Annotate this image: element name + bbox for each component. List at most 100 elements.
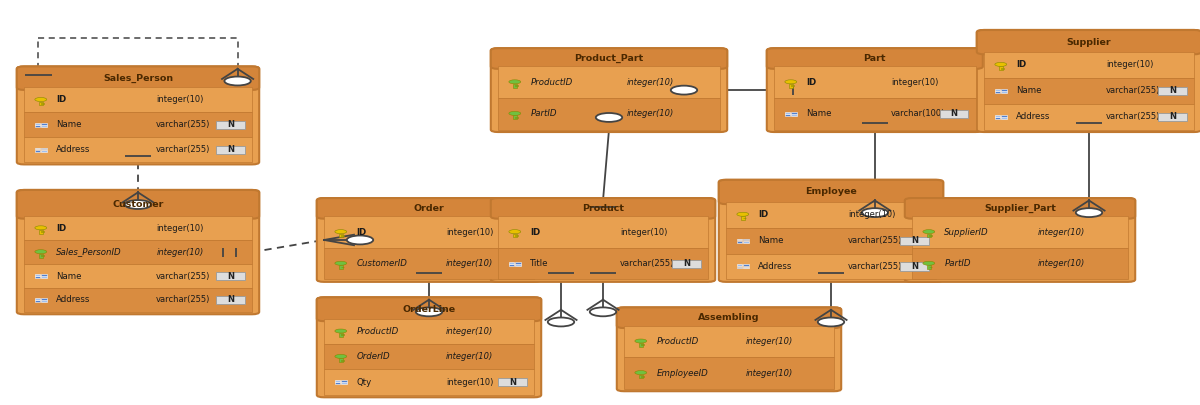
Circle shape	[862, 208, 888, 217]
Text: OrderLine: OrderLine	[402, 305, 456, 314]
FancyBboxPatch shape	[17, 190, 259, 314]
Text: Customer: Customer	[113, 200, 163, 209]
Text: Employee: Employee	[805, 188, 857, 196]
Text: ProductID: ProductID	[656, 337, 698, 346]
Bar	[984, 52, 1194, 78]
Text: ProductID: ProductID	[530, 78, 572, 87]
Bar	[930, 266, 932, 267]
Bar	[515, 264, 521, 266]
Circle shape	[737, 212, 749, 216]
Text: integer(10): integer(10)	[156, 247, 204, 257]
Text: Address: Address	[56, 295, 91, 305]
Bar	[41, 274, 47, 276]
Circle shape	[671, 85, 697, 94]
Text: ID: ID	[758, 210, 769, 219]
Bar	[35, 150, 41, 151]
Bar	[1158, 113, 1187, 121]
Bar	[324, 369, 534, 395]
Bar	[341, 382, 347, 384]
Bar	[515, 262, 521, 264]
Bar	[335, 382, 341, 384]
Bar	[512, 115, 517, 119]
Text: varchar(255): varchar(255)	[1106, 86, 1160, 95]
Bar	[42, 103, 44, 104]
Circle shape	[347, 236, 373, 245]
Bar	[791, 112, 797, 114]
Bar	[512, 84, 517, 87]
Text: integer(10): integer(10)	[626, 109, 674, 118]
Bar	[737, 266, 743, 269]
Text: Part: Part	[864, 54, 886, 63]
Bar	[509, 264, 515, 266]
Text: Name: Name	[806, 109, 832, 118]
Text: integer(10): integer(10)	[619, 228, 667, 237]
FancyBboxPatch shape	[491, 198, 715, 282]
Bar	[341, 380, 347, 382]
FancyBboxPatch shape	[719, 180, 943, 204]
FancyBboxPatch shape	[491, 198, 715, 219]
Bar	[498, 98, 720, 130]
Bar	[791, 114, 797, 116]
Text: Address: Address	[56, 145, 91, 154]
FancyBboxPatch shape	[17, 66, 259, 90]
Text: N: N	[950, 109, 958, 118]
Text: integer(10): integer(10)	[1106, 60, 1153, 69]
Bar	[41, 300, 47, 302]
Bar	[338, 234, 343, 237]
Bar	[624, 357, 834, 389]
Bar	[498, 378, 527, 386]
Bar	[324, 344, 534, 369]
Bar	[642, 376, 644, 377]
Bar	[338, 265, 343, 269]
Bar	[1158, 87, 1187, 95]
Bar	[900, 237, 929, 245]
Text: integer(10): integer(10)	[156, 224, 204, 233]
Bar	[642, 344, 644, 345]
Bar	[41, 276, 47, 278]
Bar	[737, 241, 743, 243]
Text: integer(10): integer(10)	[626, 78, 674, 87]
Text: N: N	[911, 262, 918, 271]
Text: integer(10): integer(10)	[446, 352, 493, 361]
FancyBboxPatch shape	[617, 307, 841, 328]
Bar	[42, 255, 44, 256]
Bar	[930, 235, 932, 236]
Bar	[743, 264, 749, 266]
Text: Address: Address	[1016, 112, 1051, 121]
Text: varchar(255): varchar(255)	[619, 259, 674, 268]
Circle shape	[509, 111, 521, 115]
Bar	[785, 114, 791, 116]
Bar	[995, 115, 1001, 117]
Bar	[35, 300, 41, 302]
Bar	[41, 123, 47, 125]
Text: CustomerID: CustomerID	[356, 259, 407, 268]
Circle shape	[635, 371, 647, 375]
FancyBboxPatch shape	[767, 48, 983, 132]
Text: Qty: Qty	[356, 378, 372, 387]
Circle shape	[125, 200, 151, 209]
Text: N: N	[911, 236, 918, 245]
Bar	[35, 123, 41, 125]
Bar	[498, 216, 708, 248]
Bar	[324, 248, 534, 279]
Bar	[912, 216, 1128, 248]
Text: EmployeeID: EmployeeID	[656, 369, 708, 377]
Text: integer(10): integer(10)	[746, 337, 793, 346]
Bar	[1001, 89, 1007, 91]
Bar	[41, 150, 47, 151]
Text: varchar(255): varchar(255)	[156, 145, 211, 154]
Bar	[42, 231, 44, 232]
Text: N: N	[509, 378, 516, 387]
Circle shape	[509, 80, 521, 84]
Bar	[216, 272, 245, 280]
Bar	[516, 235, 518, 236]
Bar	[624, 326, 834, 357]
Text: Name: Name	[56, 120, 82, 129]
Text: ProductID: ProductID	[356, 327, 398, 336]
Bar	[24, 240, 252, 264]
Text: ID: ID	[56, 224, 67, 233]
Bar	[638, 375, 643, 378]
Circle shape	[35, 226, 47, 230]
FancyBboxPatch shape	[905, 198, 1135, 282]
Text: N: N	[1169, 112, 1176, 121]
